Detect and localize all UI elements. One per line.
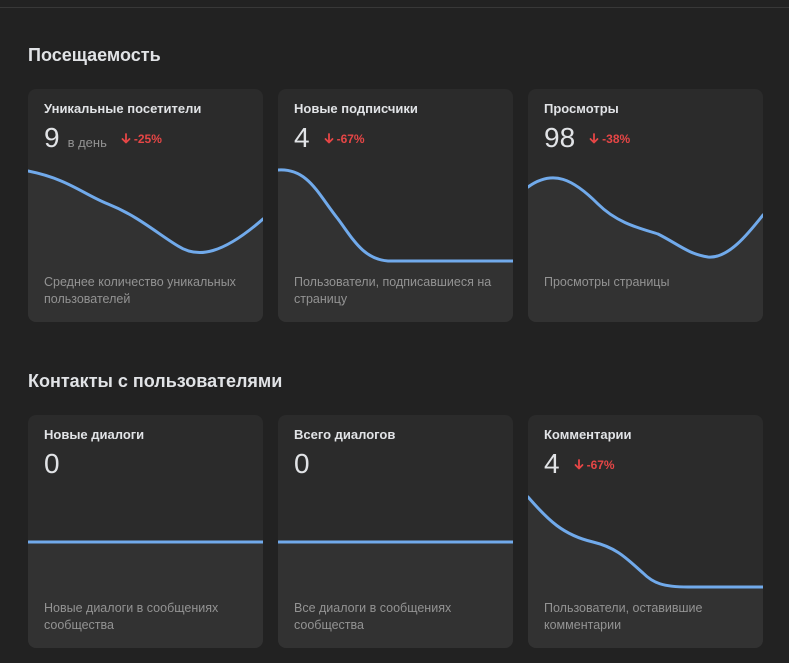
card-description: Среднее количество уникальных пользовате… xyxy=(44,275,236,306)
card-new-dialogs[interactable]: Новые диалоги 0 Новые диалоги в сообщени… xyxy=(28,415,263,648)
card-title: Комментарии xyxy=(544,427,632,442)
card-value: 0 xyxy=(294,448,310,479)
card-description: Пользователи, оставившие комментарии xyxy=(544,601,703,632)
sparkline-chart xyxy=(28,540,263,648)
card-value-row: 4 -67% xyxy=(294,122,365,154)
change-value: -25% xyxy=(133,131,162,146)
section-title-contacts: Контакты с пользователями xyxy=(28,371,283,391)
sparkline-area xyxy=(528,177,763,322)
card-title: Уникальные посетители xyxy=(44,101,202,116)
section-title-attendance: Посещаемость xyxy=(28,45,161,65)
card-value: 4 xyxy=(294,122,310,153)
change-badge: -38% xyxy=(589,132,630,146)
card-description: Все диалоги в сообщениях сообщества xyxy=(294,601,452,632)
card-value: 0 xyxy=(44,448,60,479)
sparkline-chart xyxy=(28,169,263,322)
card-total-dialogs[interactable]: Всего диалогов 0 Все диалоги в сообщения… xyxy=(278,415,513,648)
arrow-down-icon xyxy=(121,133,131,144)
sparkline-line xyxy=(278,168,513,263)
card-title: Всего диалогов xyxy=(294,427,396,442)
change-badge: -25% xyxy=(121,132,162,146)
card-new-subscribers[interactable]: Новые подписчики 4 -67% Пользователи, по… xyxy=(278,89,513,322)
sparkline-line xyxy=(528,176,763,259)
sparkline-area xyxy=(278,542,513,648)
sparkline-chart xyxy=(278,168,513,322)
change-value: -67% xyxy=(586,457,615,472)
card-description: Пользователи, подписавшиеся на страницу xyxy=(294,275,492,306)
sparkline-area xyxy=(28,542,263,648)
card-value-row: 0 xyxy=(44,448,60,480)
card-title: Новые подписчики xyxy=(294,101,418,116)
card-value-row: 4 -67% xyxy=(544,448,615,480)
card-value: 98 xyxy=(544,122,576,153)
sparkline-line xyxy=(528,495,763,589)
card-comments[interactable]: Комментарии 4 -67% Пользователи, оставив… xyxy=(528,415,763,648)
card-title: Новые диалоги xyxy=(44,427,145,442)
card-value-row: 0 xyxy=(294,448,310,480)
change-value: -67% xyxy=(336,131,365,146)
card-description: Новые диалоги в сообщениях сообщества xyxy=(44,601,219,632)
card-views[interactable]: Просмотры 98 -38% Просмотры страницы xyxy=(528,89,763,322)
arrow-down-icon xyxy=(589,133,599,144)
top-bar xyxy=(0,0,789,8)
arrow-down-icon xyxy=(574,459,584,470)
sparkline-area xyxy=(278,169,513,322)
change-badge: -67% xyxy=(324,132,365,146)
sparkline-area xyxy=(28,171,263,322)
change-badge: -67% xyxy=(574,458,615,472)
card-value: 9 xyxy=(44,122,60,153)
card-unique-visitors[interactable]: Уникальные посетители 9 в день -25% Сред… xyxy=(28,89,263,322)
change-value: -38% xyxy=(602,131,631,146)
card-value-row: 9 в день -25% xyxy=(44,122,162,154)
sparkline-chart xyxy=(528,176,763,322)
card-title: Просмотры xyxy=(544,101,619,116)
card-unit: в день xyxy=(67,135,107,150)
card-description: Просмотры страницы xyxy=(544,275,670,289)
sparkline-area xyxy=(528,497,763,648)
card-value-row: 98 -38% xyxy=(544,122,630,154)
sparkline-chart xyxy=(278,540,513,648)
card-value: 4 xyxy=(544,448,560,479)
arrow-down-icon xyxy=(324,133,334,144)
sparkline-chart xyxy=(528,495,763,648)
sparkline-line xyxy=(28,169,263,254)
